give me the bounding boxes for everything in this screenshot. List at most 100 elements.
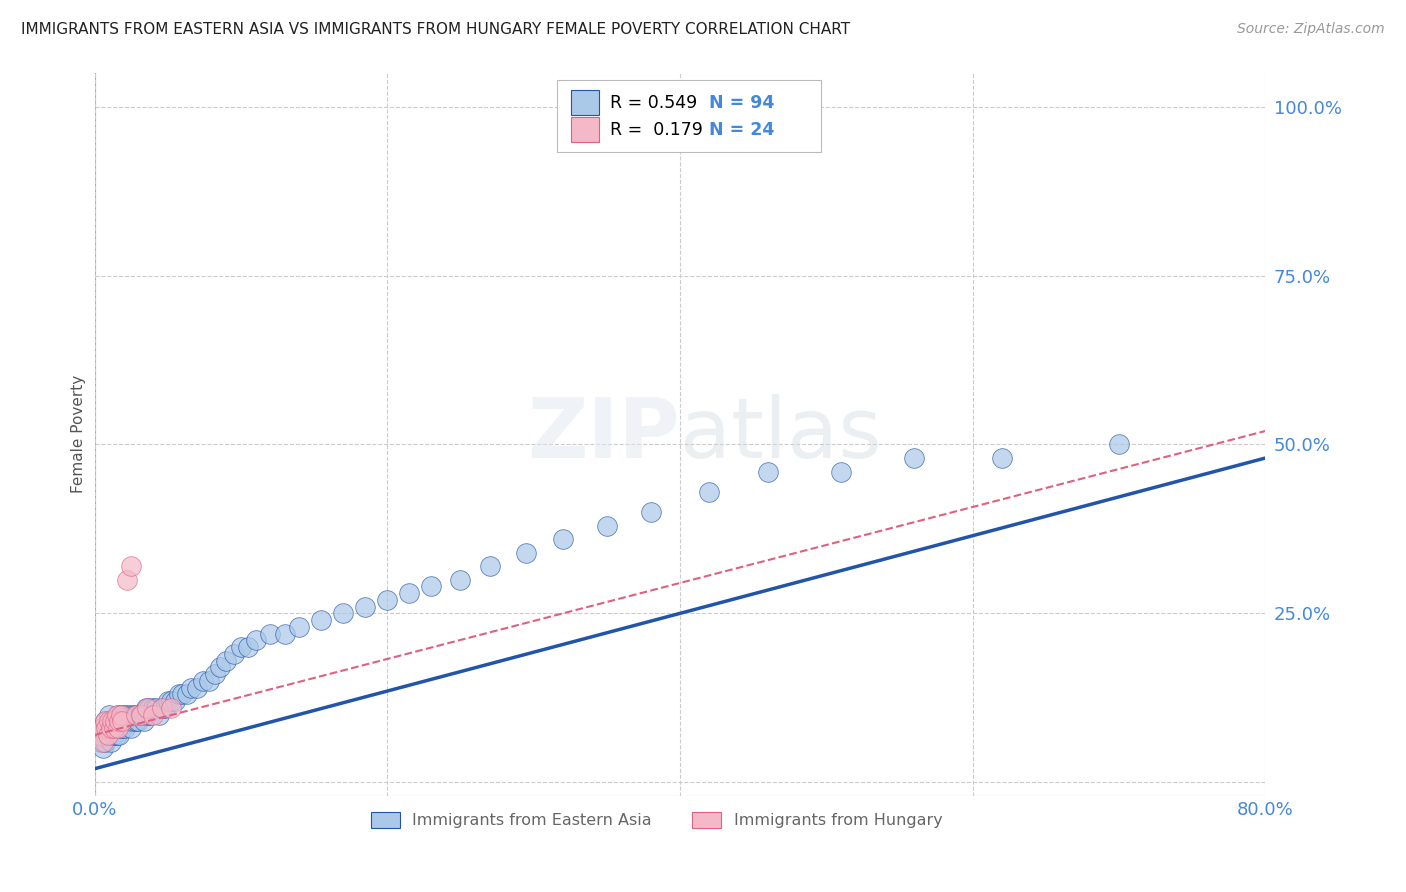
Point — [142, 707, 165, 722]
Point — [156, 694, 179, 708]
Point — [139, 707, 162, 722]
Point — [186, 681, 208, 695]
Point — [93, 741, 115, 756]
Text: Source: ZipAtlas.com: Source: ZipAtlas.com — [1237, 22, 1385, 37]
Point — [108, 714, 131, 729]
Point — [111, 714, 134, 729]
Point — [222, 647, 245, 661]
Point — [159, 701, 181, 715]
Point — [159, 694, 181, 708]
Point — [169, 687, 191, 701]
Text: atlas: atlas — [681, 394, 882, 475]
Point — [551, 532, 574, 546]
Point — [131, 707, 153, 722]
Point — [145, 701, 167, 715]
Point — [100, 721, 122, 735]
Point — [103, 721, 125, 735]
Point — [97, 728, 120, 742]
Point — [332, 607, 354, 621]
Point — [100, 721, 122, 735]
Point — [96, 721, 118, 735]
Point — [104, 714, 127, 729]
Point — [114, 721, 136, 735]
Point — [101, 714, 124, 729]
Point — [120, 559, 142, 574]
Text: R = 0.549: R = 0.549 — [610, 94, 697, 112]
Point — [112, 714, 135, 729]
Point — [89, 735, 111, 749]
Point — [115, 714, 138, 729]
Point — [127, 714, 149, 729]
Point — [107, 721, 129, 735]
Point — [90, 721, 112, 735]
Point — [89, 728, 111, 742]
Point — [97, 728, 120, 742]
Point — [229, 640, 252, 654]
Point — [90, 728, 112, 742]
Point — [115, 573, 138, 587]
Point — [105, 707, 128, 722]
Text: IMMIGRANTS FROM EASTERN ASIA VS IMMIGRANTS FROM HUNGARY FEMALE POVERTY CORRELATI: IMMIGRANTS FROM EASTERN ASIA VS IMMIGRAN… — [21, 22, 851, 37]
Point — [215, 654, 238, 668]
Text: N = 24: N = 24 — [709, 121, 775, 139]
FancyBboxPatch shape — [557, 80, 821, 153]
Point — [111, 721, 134, 735]
Point — [93, 721, 115, 735]
Point — [103, 728, 125, 742]
Point — [136, 701, 159, 715]
Text: ZIP: ZIP — [527, 394, 681, 475]
Point — [114, 714, 136, 729]
Text: N = 94: N = 94 — [709, 94, 775, 112]
Point — [110, 707, 132, 722]
Point — [122, 707, 145, 722]
Point — [100, 735, 122, 749]
FancyBboxPatch shape — [571, 89, 599, 115]
Point — [238, 640, 260, 654]
Point — [153, 701, 176, 715]
Point — [131, 707, 153, 722]
Point — [96, 728, 118, 742]
Point — [120, 707, 142, 722]
Point — [515, 545, 537, 559]
Point — [104, 714, 127, 729]
Point — [110, 707, 132, 722]
Point — [135, 701, 157, 715]
Point — [98, 721, 121, 735]
Legend: Immigrants from Eastern Asia, Immigrants from Hungary: Immigrants from Eastern Asia, Immigrants… — [364, 805, 949, 835]
Point — [108, 714, 131, 729]
Point — [209, 660, 232, 674]
Point — [98, 714, 121, 729]
Point — [101, 714, 124, 729]
Y-axis label: Female Poverty: Female Poverty — [72, 376, 86, 493]
Point — [450, 573, 472, 587]
Point — [596, 518, 619, 533]
Point — [94, 714, 117, 729]
Point — [420, 579, 443, 593]
Point — [756, 465, 779, 479]
Point — [375, 592, 398, 607]
Point — [142, 701, 165, 715]
Point — [125, 707, 148, 722]
Point — [115, 707, 138, 722]
Point — [124, 707, 146, 722]
Point — [121, 714, 143, 729]
Point — [991, 450, 1014, 465]
Point — [103, 721, 125, 735]
Point — [93, 735, 115, 749]
Point — [197, 673, 219, 688]
Point — [111, 714, 134, 729]
Point — [118, 714, 141, 729]
Point — [176, 687, 198, 701]
Point — [274, 626, 297, 640]
Point — [98, 707, 121, 722]
Point — [105, 728, 128, 742]
Point — [640, 505, 662, 519]
Text: R =  0.179: R = 0.179 — [610, 121, 703, 139]
Point — [138, 701, 160, 715]
Point — [120, 721, 142, 735]
Point — [311, 613, 333, 627]
Point — [259, 626, 281, 640]
Point — [354, 599, 377, 614]
Point — [165, 694, 187, 708]
Point — [112, 707, 135, 722]
